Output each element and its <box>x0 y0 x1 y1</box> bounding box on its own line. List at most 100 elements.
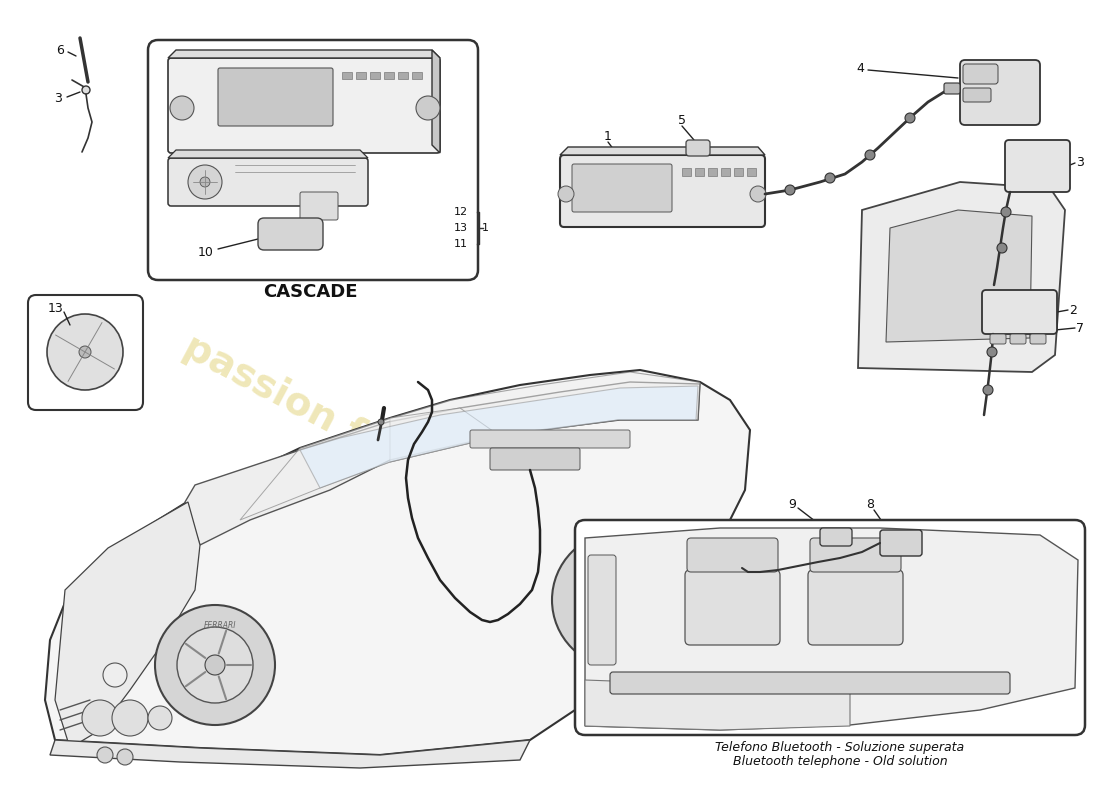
Circle shape <box>47 314 123 390</box>
Bar <box>412 72 422 79</box>
Circle shape <box>188 165 222 199</box>
FancyBboxPatch shape <box>148 40 478 280</box>
Circle shape <box>997 243 1006 253</box>
Text: 2: 2 <box>1069 303 1077 317</box>
Circle shape <box>82 86 90 94</box>
Polygon shape <box>45 370 750 755</box>
FancyBboxPatch shape <box>944 83 960 94</box>
Bar <box>370 72 379 79</box>
Circle shape <box>148 706 172 730</box>
FancyBboxPatch shape <box>168 158 368 206</box>
Bar <box>356 72 366 79</box>
Text: FERRARI: FERRARI <box>204 621 236 630</box>
Bar <box>342 72 352 79</box>
Circle shape <box>785 185 795 195</box>
Polygon shape <box>432 50 440 153</box>
Circle shape <box>1001 207 1011 217</box>
Text: 10: 10 <box>198 246 213 258</box>
FancyBboxPatch shape <box>820 528 852 546</box>
Text: 5: 5 <box>678 114 686 126</box>
Polygon shape <box>50 740 530 768</box>
Bar <box>695 168 704 176</box>
Polygon shape <box>300 386 698 488</box>
Bar <box>384 72 394 79</box>
Circle shape <box>825 173 835 183</box>
Text: 4: 4 <box>856 62 864 74</box>
Bar <box>708 168 717 176</box>
FancyBboxPatch shape <box>560 155 764 227</box>
Polygon shape <box>55 502 200 748</box>
Circle shape <box>97 747 113 763</box>
Polygon shape <box>168 50 440 58</box>
Circle shape <box>608 588 632 612</box>
Polygon shape <box>858 182 1065 372</box>
Text: 9: 9 <box>788 498 796 510</box>
FancyBboxPatch shape <box>300 192 338 220</box>
Text: 8: 8 <box>866 498 874 511</box>
Circle shape <box>576 556 664 644</box>
Text: 7: 7 <box>1076 322 1084 334</box>
FancyBboxPatch shape <box>588 555 616 665</box>
FancyBboxPatch shape <box>168 58 440 153</box>
FancyBboxPatch shape <box>218 68 333 126</box>
FancyBboxPatch shape <box>1030 334 1046 344</box>
FancyBboxPatch shape <box>990 334 1006 344</box>
Circle shape <box>117 749 133 765</box>
Text: 1: 1 <box>482 223 490 233</box>
Bar <box>734 168 742 176</box>
FancyBboxPatch shape <box>685 570 780 645</box>
Bar <box>720 168 730 176</box>
Circle shape <box>112 700 148 736</box>
Text: 6: 6 <box>56 43 64 57</box>
Circle shape <box>205 655 225 675</box>
FancyBboxPatch shape <box>470 430 630 448</box>
FancyBboxPatch shape <box>880 530 922 556</box>
FancyBboxPatch shape <box>960 60 1040 125</box>
FancyBboxPatch shape <box>28 295 143 410</box>
Circle shape <box>103 663 127 687</box>
FancyBboxPatch shape <box>962 88 991 102</box>
Circle shape <box>177 627 253 703</box>
Polygon shape <box>585 528 1078 730</box>
FancyBboxPatch shape <box>686 140 710 156</box>
Bar <box>747 168 756 176</box>
Polygon shape <box>390 372 700 462</box>
FancyBboxPatch shape <box>1005 140 1070 192</box>
Circle shape <box>552 532 688 668</box>
Polygon shape <box>240 408 501 520</box>
Text: passion for parts since 1985: passion for parts since 1985 <box>177 327 742 653</box>
Circle shape <box>82 700 118 736</box>
Circle shape <box>905 113 915 123</box>
Text: 3: 3 <box>54 91 62 105</box>
Bar <box>682 168 691 176</box>
FancyBboxPatch shape <box>490 448 580 470</box>
FancyBboxPatch shape <box>610 672 1010 694</box>
Polygon shape <box>560 147 764 155</box>
FancyBboxPatch shape <box>982 290 1057 334</box>
Text: 3: 3 <box>1076 157 1084 170</box>
FancyBboxPatch shape <box>688 538 778 572</box>
FancyBboxPatch shape <box>808 570 903 645</box>
Circle shape <box>983 385 993 395</box>
FancyBboxPatch shape <box>575 520 1085 735</box>
FancyBboxPatch shape <box>572 164 672 212</box>
Circle shape <box>170 96 194 120</box>
Circle shape <box>987 347 997 357</box>
Polygon shape <box>168 150 368 158</box>
Text: 11: 11 <box>454 239 467 249</box>
Polygon shape <box>886 210 1032 342</box>
Circle shape <box>378 419 384 425</box>
FancyBboxPatch shape <box>258 218 323 250</box>
Text: Telefono Bluetooth - Soluzione superata: Telefono Bluetooth - Soluzione superata <box>715 742 965 754</box>
FancyBboxPatch shape <box>962 64 998 84</box>
Circle shape <box>155 605 275 725</box>
FancyBboxPatch shape <box>810 538 901 572</box>
Circle shape <box>79 346 91 358</box>
Text: CASCADE: CASCADE <box>263 283 358 301</box>
Circle shape <box>416 96 440 120</box>
Polygon shape <box>585 678 850 730</box>
Text: 13: 13 <box>48 302 64 314</box>
Text: 12: 12 <box>454 207 469 217</box>
Text: Bluetooth telephone - Old solution: Bluetooth telephone - Old solution <box>733 755 947 769</box>
Circle shape <box>200 177 210 187</box>
